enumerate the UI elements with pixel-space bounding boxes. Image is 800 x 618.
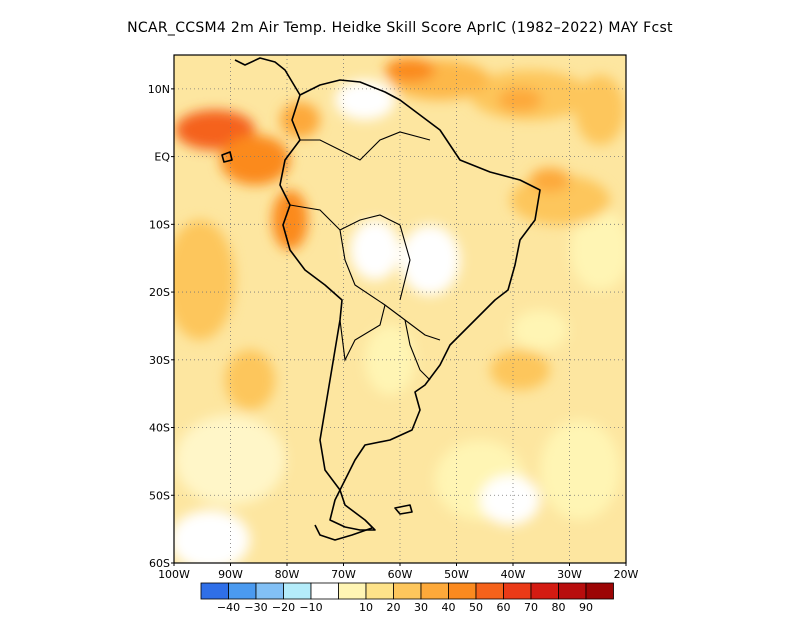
lat-tick-label: 10N xyxy=(148,83,170,96)
lat-tick-label: 60S xyxy=(149,557,170,570)
lat-tick-label: 40S xyxy=(149,422,170,435)
map-gridlines xyxy=(171,55,627,566)
colorbar-swatch xyxy=(475,582,504,600)
colorbar xyxy=(200,582,614,600)
colorbar-label: 90 xyxy=(579,601,593,614)
map-frame xyxy=(173,54,627,564)
colorbar-swatch xyxy=(530,582,559,600)
lon-tick-label: 50W xyxy=(444,568,469,581)
colorbar-swatch xyxy=(503,582,532,600)
map-title: NCAR_CCSM4 2m Air Temp. Heidke Skill Sco… xyxy=(127,20,673,36)
lat-tick-label: EQ xyxy=(154,151,170,164)
longitude-labels: 100W 90W 80W 70W 60W 50W 40W 30W 20W xyxy=(158,568,638,581)
colorbar-swatch xyxy=(338,582,367,600)
lat-tick-label: 50S xyxy=(149,489,170,502)
colorbar-label: −20 xyxy=(272,601,295,614)
colorbar-label: 10 xyxy=(359,601,373,614)
lon-tick-label: 60W xyxy=(388,568,413,581)
lon-tick-label: 90W xyxy=(218,568,243,581)
colorbar-swatch xyxy=(558,582,587,600)
coastline xyxy=(221,57,541,541)
colorbar-label: 50 xyxy=(469,601,483,614)
colorbar-swatch xyxy=(228,582,257,600)
colorbar-label: 30 xyxy=(414,601,428,614)
colorbar-label: 60 xyxy=(497,601,511,614)
lat-tick-label: 10S xyxy=(149,218,170,231)
colorbar-label: 40 xyxy=(442,601,456,614)
colorbar-swatch xyxy=(365,582,394,600)
colorbar-swatch xyxy=(310,582,339,600)
colorbar-swatch xyxy=(420,582,449,600)
colorbar-swatch xyxy=(585,582,614,600)
colorbar-label: 80 xyxy=(552,601,566,614)
lon-tick-label: 80W xyxy=(275,568,300,581)
latitude-labels: 10N EQ 10S 20S 30S 40S 50S 60S xyxy=(148,83,171,570)
lon-tick-label: 30W xyxy=(557,568,582,581)
colorbar-swatch xyxy=(393,582,422,600)
lon-tick-label: 40W xyxy=(501,568,526,581)
colorbar-swatch xyxy=(448,582,477,600)
lon-tick-label: 20W xyxy=(614,568,639,581)
colorbar-label: −10 xyxy=(299,601,322,614)
colorbar-swatch xyxy=(200,582,229,600)
colorbar-labels: −40 −30 −20 −10 10 20 30 40 50 60 70 80 90 xyxy=(217,601,593,614)
lon-tick-label: 100W xyxy=(158,568,190,581)
colorbar-label: 20 xyxy=(387,601,401,614)
country-borders xyxy=(289,131,441,381)
colorbar-label: −40 xyxy=(217,601,240,614)
lat-tick-label: 30S xyxy=(149,354,170,367)
colorbar-label: 70 xyxy=(524,601,538,614)
lon-tick-label: 70W xyxy=(331,568,356,581)
colorbar-swatch xyxy=(255,582,284,600)
skill-field xyxy=(174,55,626,563)
colorbar-swatch xyxy=(283,582,312,600)
lat-tick-label: 20S xyxy=(149,286,170,299)
colorbar-label: −30 xyxy=(244,601,267,614)
